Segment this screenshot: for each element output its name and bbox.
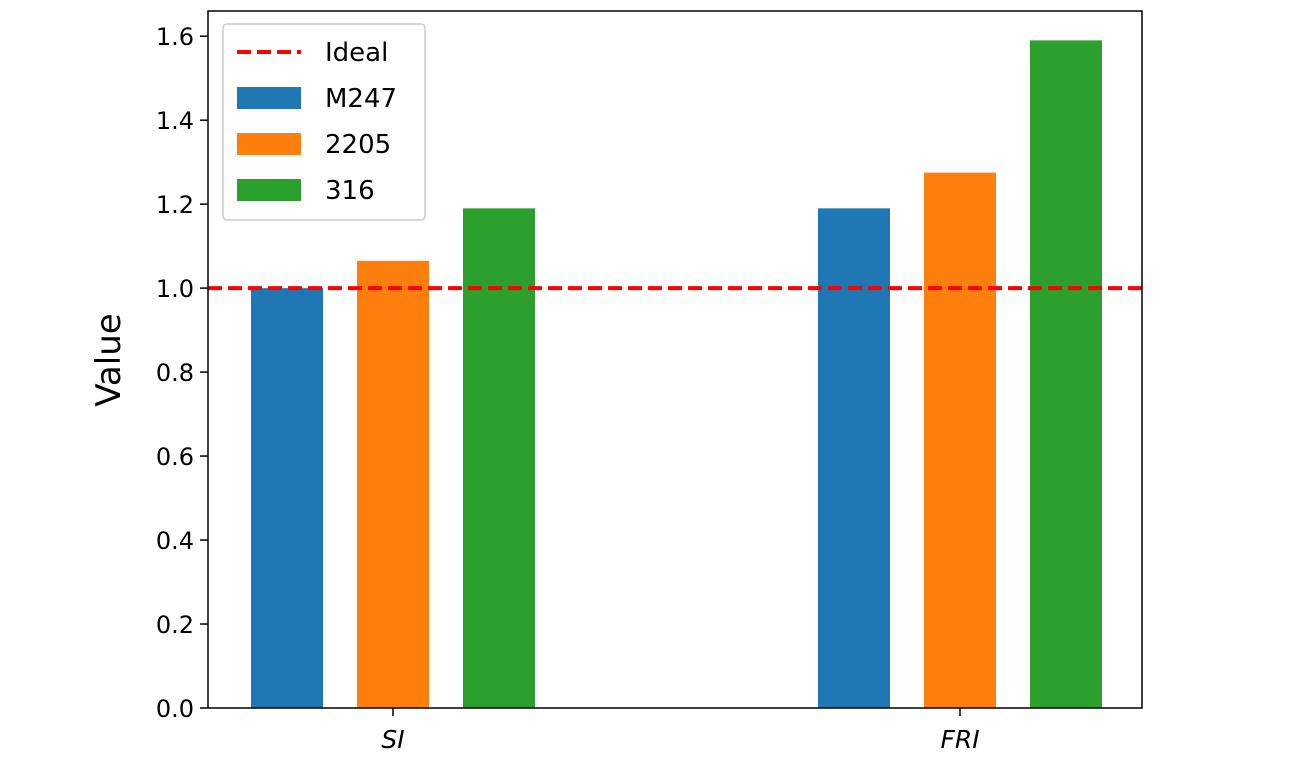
x-axis: SI FRI: [381, 708, 980, 754]
legend-label-ideal: Ideal: [325, 38, 388, 68]
bar-2205-si: [357, 260, 429, 708]
legend-swatch-m247: [237, 87, 301, 109]
legend: Ideal M247 2205 316: [222, 23, 426, 221]
y-tick-label: 1.0: [156, 275, 194, 303]
legend-label-2205: 2205: [325, 130, 391, 160]
bars-layer: [251, 40, 1102, 709]
y-tick-label: 1.4: [156, 107, 194, 135]
bar-316-fri: [1030, 40, 1102, 709]
x-tick-label: SI: [381, 725, 404, 754]
legend-swatch-316: [237, 179, 301, 201]
y-tick-label: 0.8: [156, 359, 194, 387]
y-tick-label: 0.0: [156, 695, 194, 723]
y-tick-label: 0.4: [156, 527, 194, 555]
bar-m247-si: [251, 288, 323, 708]
bar-2205-fri: [924, 172, 996, 708]
bar-316-si: [463, 208, 535, 708]
y-tick-label: 0.2: [156, 611, 194, 639]
plot-frame: [207, 10, 1143, 709]
bar-m247-fri: [818, 208, 890, 708]
y-tick-label: 1.2: [156, 191, 194, 219]
y-tick-label: 0.6: [156, 443, 194, 471]
y-tick-label: 1.6: [156, 23, 194, 51]
y-axis: 0.0 0.2 0.4 0.6 0.8 1.0 1.2 1.4 1.6: [156, 23, 208, 723]
legend-label-316: 316: [325, 176, 375, 206]
legend-frame: [222, 23, 426, 221]
y-axis-title: Value: [89, 313, 129, 406]
legend-label-m247: M247: [325, 84, 397, 114]
legend-swatch-2205: [237, 133, 301, 155]
x-tick-label: FRI: [940, 725, 979, 754]
